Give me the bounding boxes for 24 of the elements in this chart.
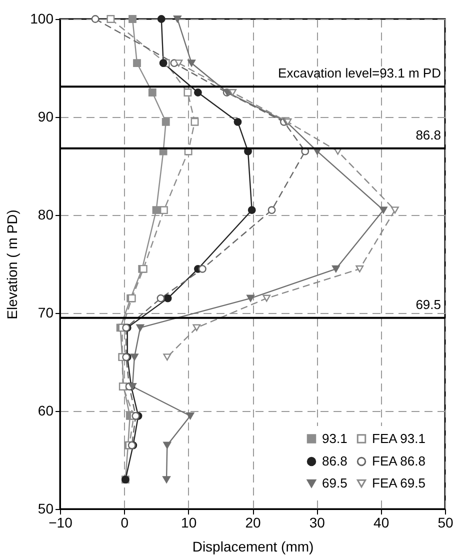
- ref-line-label: 69.5: [416, 296, 441, 312]
- legend-label: FEA 93.1: [372, 430, 426, 446]
- x-tick-label: 20: [245, 514, 261, 530]
- y-tick-label: 60: [38, 402, 54, 418]
- x-tick-label: 40: [374, 514, 390, 530]
- ref-line-label: Excavation level=93.1 m PD: [278, 66, 441, 81]
- x-tick-label: 50: [438, 514, 454, 530]
- ref-line-label: 86.8: [416, 127, 441, 142]
- y-tick-label: 100: [30, 10, 54, 26]
- x-tick-label: 30: [309, 514, 326, 530]
- legend-label: FEA 86.8: [372, 454, 426, 468]
- y-tick-label: 90: [38, 108, 54, 124]
- x-tick-label: 10: [181, 514, 197, 530]
- legend-label: 93.1: [322, 430, 348, 446]
- legend-label: 69.5: [322, 476, 348, 490]
- x-tick-label: −10: [48, 514, 73, 530]
- y-axis-title: Elevation ( m PD): [4, 210, 20, 320]
- x-axis-title: Displacement (mm): [192, 538, 314, 554]
- y-tick-label: 80: [38, 206, 54, 222]
- legend-label: FEA 69.5: [372, 476, 426, 490]
- y-tick-label: 50: [38, 500, 54, 516]
- y-tick-label: 70: [38, 304, 54, 320]
- x-tick-label: 0: [120, 514, 129, 530]
- legend-label: 86.8: [322, 454, 348, 468]
